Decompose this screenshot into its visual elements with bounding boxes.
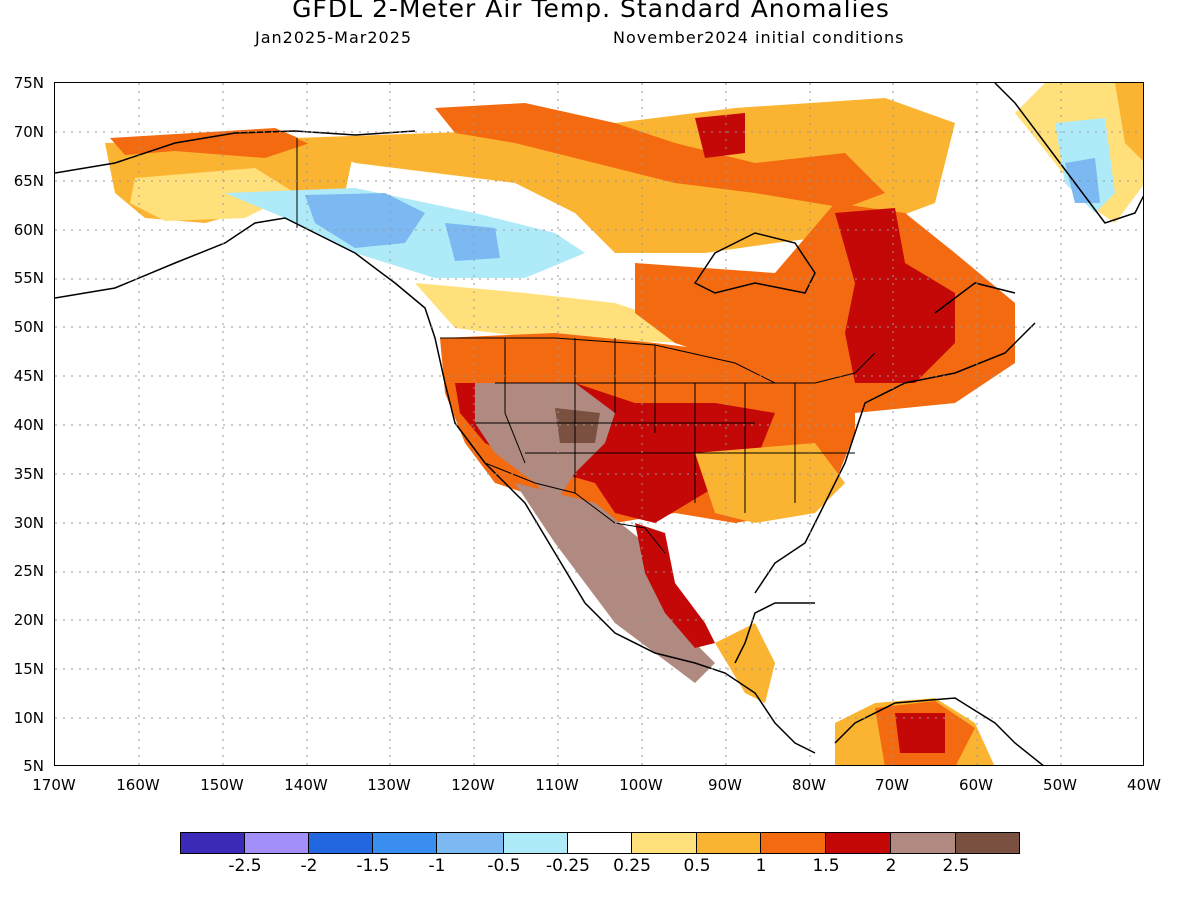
lon-label-90w: 90W: [708, 776, 742, 794]
political-borders: [296, 138, 876, 554]
colorbar-swatch-9: [696, 832, 761, 854]
colorbar-label-10: 1.5: [812, 856, 840, 876]
map-canvas: [55, 83, 1143, 765]
lon-label-140w: 140W: [284, 776, 328, 794]
lat-label-40n: 40N: [13, 416, 44, 434]
anomaly-map: [54, 82, 1144, 766]
colorbar-label-5: -0.5: [487, 856, 521, 876]
lon-label-80w: 80W: [792, 776, 826, 794]
lat-label-5n: 5N: [23, 757, 44, 775]
colorbar-swatch-6: [503, 832, 568, 854]
yukon-strong-cool-region: [305, 193, 425, 248]
central-america-warm-region: [715, 623, 775, 703]
colorbar-swatch-4: [372, 832, 437, 854]
alberta-cool-patch: [445, 223, 500, 261]
south-america-very-hot-patch: [895, 713, 945, 753]
greenland-warm-patch: [1115, 83, 1143, 161]
colorbar-label-7: 0.25: [613, 856, 651, 876]
lat-label-70n: 70N: [13, 123, 44, 141]
lat-label-55n: 55N: [13, 269, 44, 287]
lon-label-40w: 40W: [1127, 776, 1161, 794]
colorbar-label-6: -0.25: [546, 856, 590, 876]
graticule: [55, 83, 1143, 765]
colorbar-swatch-12: [890, 832, 956, 854]
lat-label-60n: 60N: [13, 221, 44, 239]
alaska-arctic-coast-hot-region: [110, 128, 310, 158]
colorbar-label-12: 2.5: [942, 856, 970, 876]
southwest-max-patch: [555, 408, 600, 443]
colorbar-swatch-11: [825, 832, 891, 854]
colorbar-swatch-8: [631, 832, 697, 854]
southeast-warm-region: [695, 443, 845, 523]
lat-label-10n: 10N: [13, 709, 44, 727]
lon-label-110w: 110W: [535, 776, 579, 794]
colorbar-swatch-10: [760, 832, 826, 854]
mexico-very-hot-region: [635, 523, 715, 648]
arctic-archipelago-warm-region: [295, 98, 955, 253]
lon-label-100w: 100W: [619, 776, 663, 794]
lat-label-20n: 20N: [13, 611, 44, 629]
colorbar-swatch-1: [180, 832, 245, 854]
map-title: GFDL 2-Meter Air Temp. Standard Anomalie…: [292, 0, 890, 23]
lat-label-35n: 35N: [13, 465, 44, 483]
greenland-cooler-patch: [1065, 158, 1100, 203]
lon-label-150w: 150W: [200, 776, 244, 794]
lon-label-160w: 160W: [116, 776, 160, 794]
lon-label-170w: 170W: [32, 776, 76, 794]
colorbar-swatch-7: [567, 832, 632, 854]
lon-label-120w: 120W: [451, 776, 495, 794]
colorbar-label-9: 1: [755, 856, 767, 876]
lat-label-25n: 25N: [13, 562, 44, 580]
arctic-hot-region: [435, 103, 885, 208]
lat-label-15n: 15N: [13, 660, 44, 678]
arctic-very-hot-patch: [695, 113, 745, 158]
lat-label-65n: 65N: [13, 172, 44, 190]
colorbar-label-8: 0.5: [683, 856, 711, 876]
lon-label-50w: 50W: [1043, 776, 1077, 794]
colorbar-swatch-2: [244, 832, 309, 854]
lat-label-45n: 45N: [13, 367, 44, 385]
colorbar-swatch-13: [955, 832, 1020, 854]
colorbar-label-11: 2: [885, 856, 897, 876]
quebec-very-hot-region: [835, 208, 955, 383]
colorbar-label-3: -1.5: [356, 856, 390, 876]
colorbar-label-4: -1: [428, 856, 446, 876]
prairie-light-region: [415, 283, 705, 343]
lat-label-75n: 75N: [13, 74, 44, 92]
colorbar-swatch-3: [308, 832, 373, 854]
mexico-extreme-region: [515, 483, 715, 683]
lat-label-30n: 30N: [13, 514, 44, 532]
colorbar-swatch-5: [436, 832, 504, 854]
lat-label-50n: 50N: [13, 318, 44, 336]
colorbar-label-2: -2: [300, 856, 318, 876]
period-label: Jan2025-Mar2025: [255, 28, 413, 47]
lon-label-130w: 130W: [367, 776, 411, 794]
coastlines: [55, 83, 1143, 765]
lon-label-60w: 60W: [959, 776, 993, 794]
colorbar-label-1: -2.5: [228, 856, 262, 876]
lon-label-70w: 70W: [875, 776, 909, 794]
alaska-interior-light-region: [130, 168, 295, 221]
init-conditions-label: November2024 initial conditions: [613, 28, 905, 47]
